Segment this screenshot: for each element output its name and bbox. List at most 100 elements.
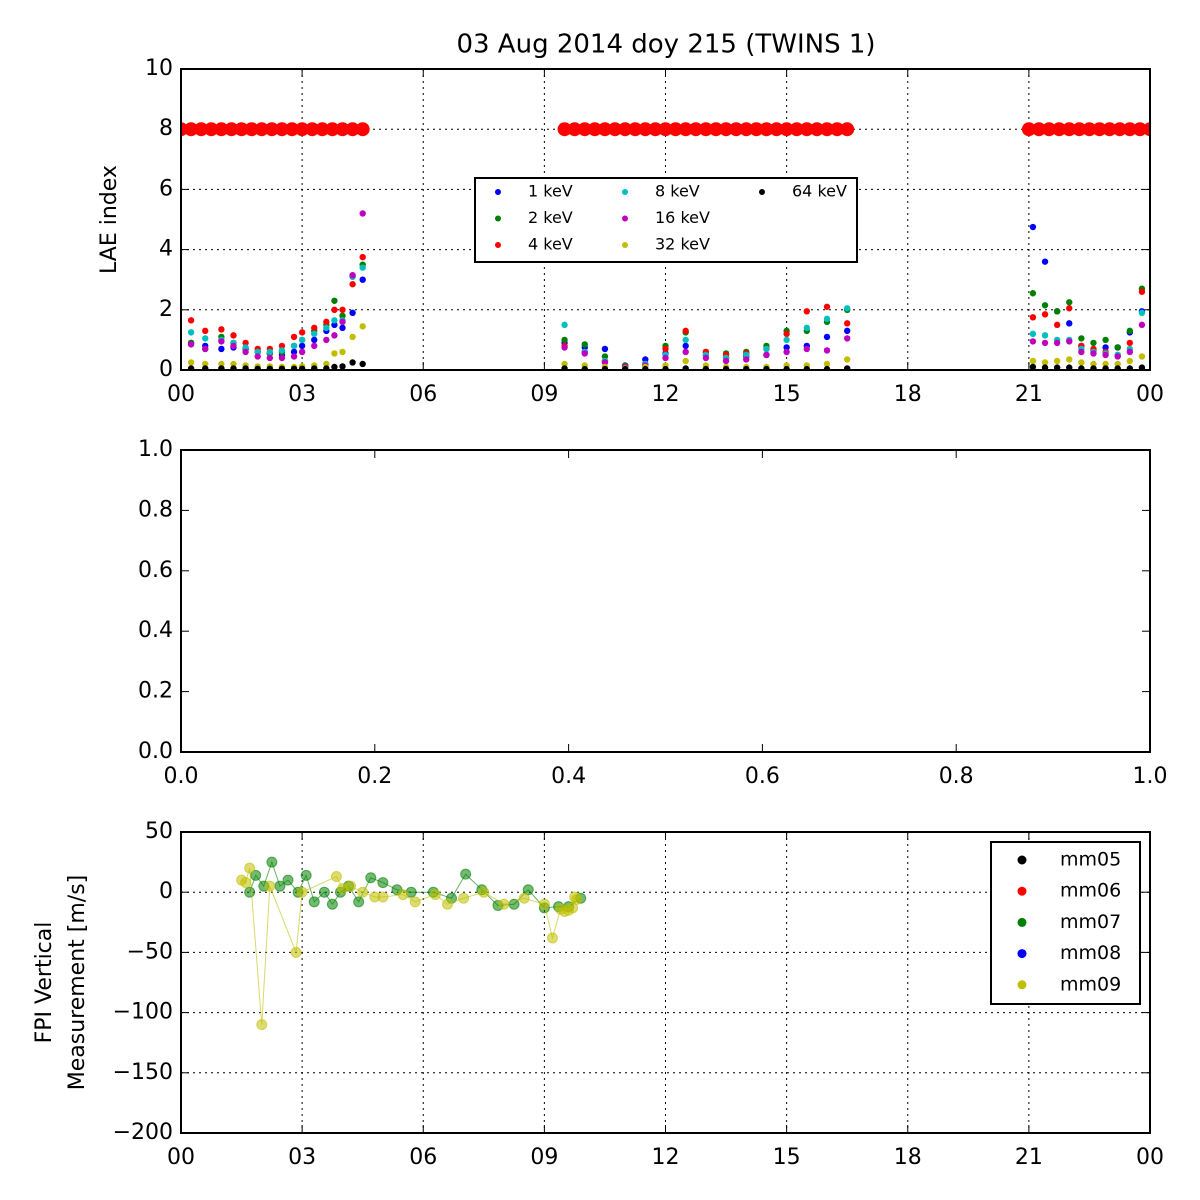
x-tick-label: 0.6 xyxy=(745,764,780,789)
data-point xyxy=(601,345,609,353)
data-point xyxy=(763,345,770,353)
data-point xyxy=(1126,348,1134,356)
data-point xyxy=(587,122,602,137)
axes-frame xyxy=(180,68,1151,371)
data-point xyxy=(355,122,370,137)
y-axis-label: LAE index xyxy=(97,165,122,274)
legend-marker xyxy=(1017,917,1027,927)
data-point xyxy=(323,318,330,326)
data-point xyxy=(1078,335,1085,342)
data-point xyxy=(682,357,689,365)
data-point xyxy=(187,317,195,324)
data-point xyxy=(1029,223,1037,231)
data-point xyxy=(518,892,530,904)
data-point xyxy=(843,356,851,363)
data-point xyxy=(783,330,790,338)
data-point xyxy=(1090,365,1097,370)
data-point xyxy=(349,359,356,366)
x-tick-label: 1.0 xyxy=(1133,764,1168,789)
data-point xyxy=(702,354,710,362)
y-tick-label: 10 xyxy=(145,56,173,81)
data-point xyxy=(311,365,318,370)
data-point xyxy=(749,122,764,137)
data-point xyxy=(682,348,689,356)
data-point xyxy=(315,122,330,137)
data-point xyxy=(224,122,239,137)
data-point xyxy=(242,344,249,351)
data-point xyxy=(1114,344,1121,351)
legend-marker xyxy=(1017,980,1027,990)
data-point xyxy=(318,886,330,898)
data-point xyxy=(1053,357,1061,365)
data-point xyxy=(264,122,279,137)
data-point xyxy=(682,342,689,350)
x-tick-label: 12 xyxy=(652,382,680,407)
legend-box xyxy=(474,177,858,263)
data-point xyxy=(359,253,366,261)
data-point xyxy=(803,345,811,353)
data-point xyxy=(581,365,588,370)
data-point xyxy=(1041,258,1049,265)
data-point xyxy=(326,898,338,910)
data-point xyxy=(1078,348,1085,356)
data-point xyxy=(601,365,609,370)
data-point xyxy=(290,333,298,341)
data-point xyxy=(353,896,365,908)
data-point xyxy=(202,345,209,353)
data-point xyxy=(305,122,320,137)
data-point xyxy=(561,365,568,370)
data-point xyxy=(799,122,814,137)
data-point xyxy=(202,360,209,368)
data-point xyxy=(254,348,261,356)
legend-marker xyxy=(495,189,501,195)
data-point xyxy=(1052,122,1067,137)
y-tick-label: 0.2 xyxy=(138,679,173,704)
data-point xyxy=(648,122,663,137)
x-tick-label: 0.4 xyxy=(551,764,586,789)
legend-label: 1 keV xyxy=(528,182,573,201)
data-point xyxy=(1126,327,1134,335)
data-point xyxy=(218,365,225,370)
data-point xyxy=(377,891,389,903)
data-point xyxy=(1090,350,1097,357)
data-point xyxy=(298,348,306,356)
data-point xyxy=(1102,360,1109,368)
data-point xyxy=(729,122,744,137)
data-point xyxy=(628,122,643,137)
data-point xyxy=(1053,321,1061,329)
data-point xyxy=(820,122,834,137)
y-tick-label: 0 xyxy=(159,357,173,382)
data-point xyxy=(1132,122,1147,137)
data-point xyxy=(783,336,790,344)
data-point xyxy=(662,345,669,353)
data-point xyxy=(823,347,831,354)
data-point xyxy=(1042,122,1057,137)
data-point xyxy=(187,329,195,336)
data-point xyxy=(601,353,609,360)
legend-marker xyxy=(759,189,765,195)
data-point xyxy=(702,365,710,370)
data-point xyxy=(331,306,338,313)
data-point xyxy=(1066,299,1073,306)
data-point xyxy=(783,344,790,351)
data-point xyxy=(743,356,750,363)
x-tick-label: 06 xyxy=(409,1145,437,1170)
data-point xyxy=(264,880,276,892)
data-point xyxy=(823,333,831,341)
data-point xyxy=(218,360,225,368)
data-point xyxy=(478,886,490,898)
data-point xyxy=(571,893,583,905)
y-tick-label: 0.0 xyxy=(138,739,173,764)
legend-label: mm05 xyxy=(1060,849,1121,871)
data-point xyxy=(202,365,209,370)
data-point xyxy=(1122,122,1137,137)
legend-label: 8 keV xyxy=(655,182,700,201)
data-point xyxy=(311,342,318,350)
x-tick-label: 00 xyxy=(1136,382,1164,407)
data-point xyxy=(234,122,249,137)
legend-label: 64 keV xyxy=(792,182,847,201)
data-point xyxy=(1102,336,1109,344)
data-point xyxy=(409,896,421,908)
data-point xyxy=(244,886,256,898)
legend-label: 4 keV xyxy=(528,235,573,254)
